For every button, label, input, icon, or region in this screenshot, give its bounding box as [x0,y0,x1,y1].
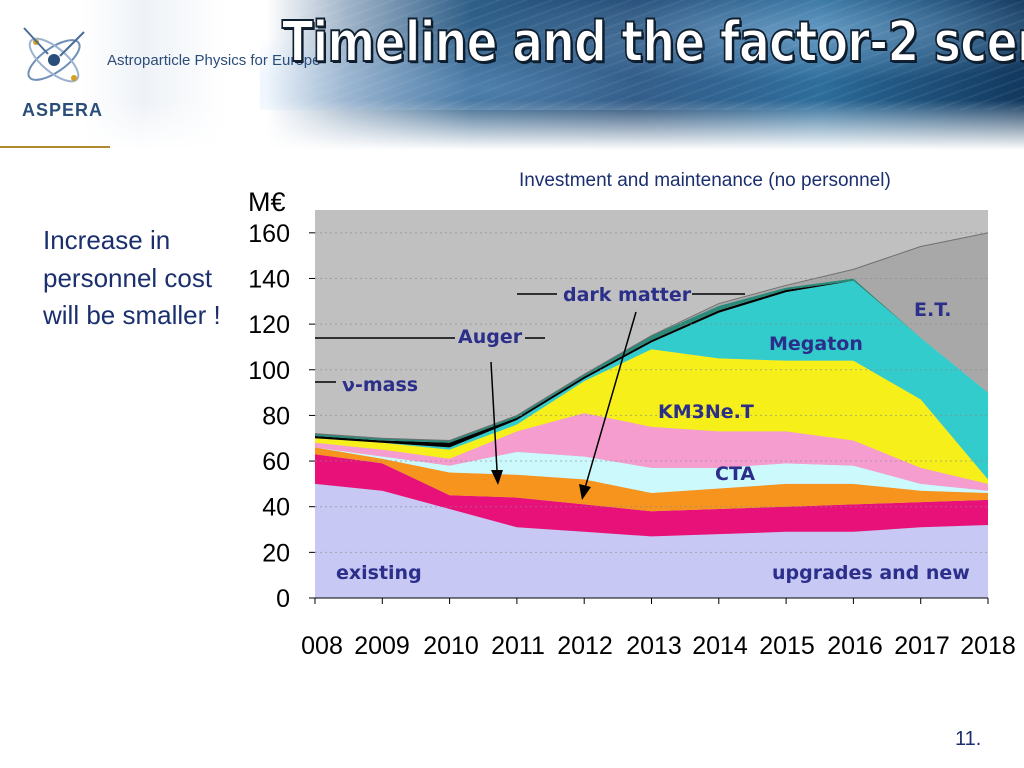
ytick-label-120: 120 [248,311,290,339]
ytick-label-100: 100 [248,357,290,385]
xtick-label-008: 008 [301,632,343,660]
arrow-dark-matter-head [579,484,591,500]
label-vmass: ν-mass [342,374,418,396]
label-upgrades: upgrades and new [772,562,970,584]
xtick-label-2012: 2012 [557,632,613,660]
label-et: E.T. [914,299,952,321]
ytick-label-20: 20 [262,539,290,567]
xtick-label-2010: 2010 [423,632,479,660]
label-megaton: Megaton [769,333,863,355]
label-cta: CTA [715,463,755,485]
header-fade [0,100,1024,150]
y-axis-unit: M€ [248,187,286,217]
xtick-label-2017: 2017 [894,632,950,660]
area-auger_dm [315,447,988,512]
label-dark_matter: dark matter [563,284,692,306]
area-et [315,232,988,441]
area-vmass [315,447,988,494]
ytick-label-40: 40 [262,494,290,522]
area-megaton [315,280,988,480]
xtick-label-2014: 2014 [692,632,748,660]
ytick-label-140: 140 [248,265,290,293]
arrow-auger-head [491,470,503,485]
xtick-label-2009: 2009 [354,632,410,660]
label-km3net: KM3Ne.T [658,401,754,423]
ytick-label-80: 80 [262,402,290,430]
stack-top-line [314,232,989,442]
slide-header: ASPERA Astroparticle Physics for Europe … [0,0,1024,150]
area-cta [315,413,988,491]
ytick-label-60: 60 [262,448,290,476]
organization-name: Astroparticle Physics for Europe [107,52,321,69]
xtick-label-2015: 2015 [759,632,815,660]
aspera-logo-icon [23,27,85,83]
arrow-auger [490,361,498,471]
ytick-label-0: 0 [276,585,290,613]
page-title: Timeline and the factor-2 scenario [281,9,1024,76]
header-divider [0,146,110,148]
xtick-label-2013: 2013 [626,632,682,660]
ytick-label-160: 160 [248,220,290,248]
chart-title: Investment and maintenance (no personnel… [519,170,891,191]
area-upgrades [315,454,988,537]
brand-name: ASPERA [22,100,104,120]
header-background [260,0,1024,110]
area-km3net [315,349,988,484]
xtick-label-2016: 2016 [827,632,883,660]
area-existing [315,483,988,598]
label-auger: Auger [458,326,523,348]
arrow-dark-matter [584,311,637,489]
side-note: Increase in personnel cost will be small… [43,225,221,331]
label-existing: existing [336,562,422,584]
xtick-label-2011: 2011 [491,632,545,660]
slide-number: 11. [955,728,982,750]
xtick-label-2018: 2018 [960,632,1016,660]
